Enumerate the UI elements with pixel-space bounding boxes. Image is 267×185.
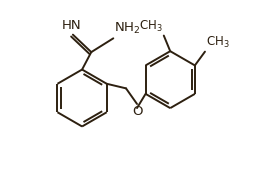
Text: HN: HN [62, 19, 82, 32]
Text: CH$_3$: CH$_3$ [206, 35, 230, 50]
Text: O: O [132, 105, 142, 118]
Text: NH$_2$: NH$_2$ [114, 21, 141, 36]
Text: CH$_3$: CH$_3$ [139, 19, 163, 34]
